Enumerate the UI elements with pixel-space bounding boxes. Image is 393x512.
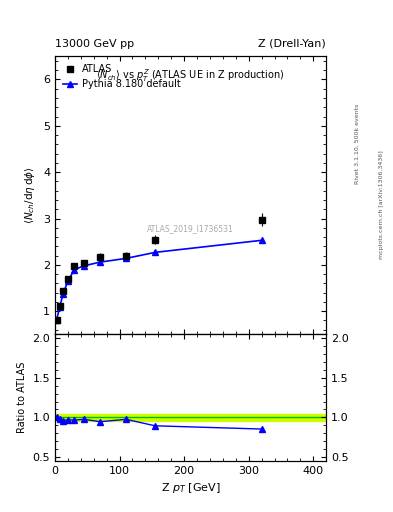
Text: Rivet 3.1.10, 500k events: Rivet 3.1.10, 500k events — [355, 103, 360, 183]
Bar — [55, 414, 326, 420]
Text: 13000 GeV pp: 13000 GeV pp — [55, 38, 134, 49]
Text: mcplots.cern.ch [arXiv:1306.3436]: mcplots.cern.ch [arXiv:1306.3436] — [379, 151, 384, 259]
Y-axis label: $\langle N_{ch}/\mathrm{d}\eta\,\mathrm{d}\phi\rangle$: $\langle N_{ch}/\mathrm{d}\eta\,\mathrm{… — [24, 166, 37, 224]
Legend: ATLAS, Pythia 8.180 default: ATLAS, Pythia 8.180 default — [60, 61, 184, 92]
Y-axis label: Ratio to ATLAS: Ratio to ATLAS — [17, 362, 27, 433]
Text: ATLAS_2019_I1736531: ATLAS_2019_I1736531 — [147, 224, 234, 233]
X-axis label: Z $p_{T}$ [GeV]: Z $p_{T}$ [GeV] — [161, 481, 220, 495]
Text: Z (Drell-Yan): Z (Drell-Yan) — [259, 38, 326, 49]
Text: $\langle N_{ch}\rangle$ vs $p^{Z}_{T}$ (ATLAS UE in Z production): $\langle N_{ch}\rangle$ vs $p^{Z}_{T}$ (… — [96, 68, 285, 84]
